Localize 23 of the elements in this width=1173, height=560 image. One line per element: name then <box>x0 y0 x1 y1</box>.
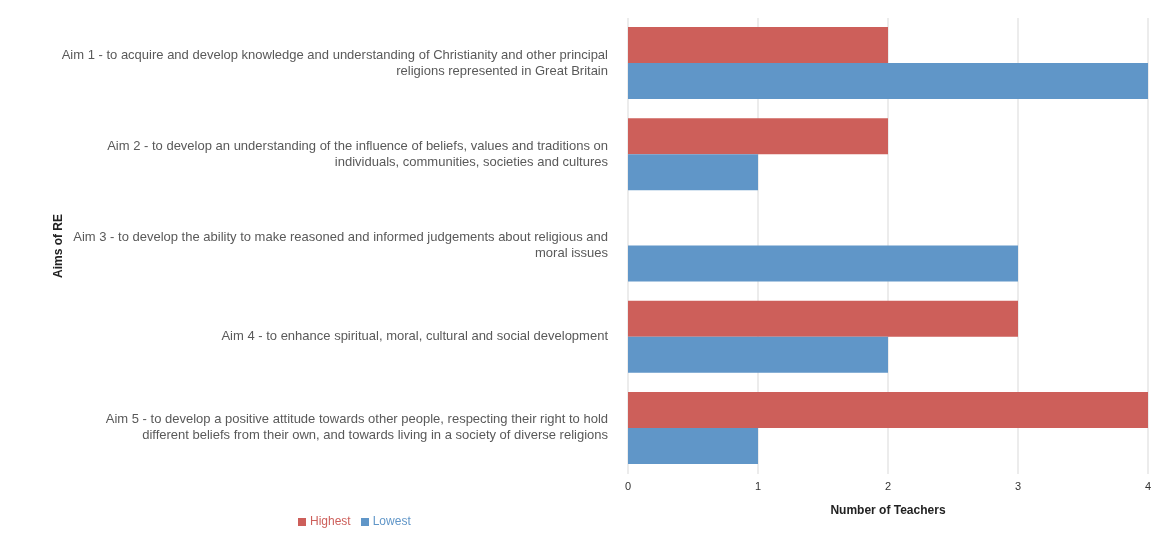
x-tick-label: 2 <box>884 479 892 492</box>
bar <box>628 154 758 191</box>
bar <box>628 300 1018 337</box>
legend-label: Highest <box>310 514 351 528</box>
bar <box>628 391 1148 428</box>
bar <box>628 336 888 373</box>
legend-label: Lowest <box>372 514 411 528</box>
x-axis-title: Number of Teachers <box>830 503 946 517</box>
bar <box>628 27 888 64</box>
y-tick-label: Aim 1 - to acquire and develop knowledge and understanding of Christianity and other principal religions represented in Great Britain <box>61 47 609 79</box>
bar <box>628 63 1148 100</box>
bar <box>628 427 758 464</box>
x-tick-label: 1 <box>754 479 762 492</box>
y-tick-label: Aim 3 - to develop the ability to make reasoned and informed judgements about religious and moral issues <box>73 229 609 261</box>
y-tick-label: Aim 5 - to develop a positive attitude towards other people, respecting their right to hold different beliefs from their own, and towards living in a society of diverse religions <box>105 411 609 443</box>
x-tick-label: 0 <box>624 479 632 492</box>
bar <box>628 118 888 155</box>
x-tick-label: 3 <box>1014 479 1022 492</box>
y-tick-label: Aim 4 - to enhance spiritual, moral, cultural and social development <box>221 328 609 344</box>
y-axis-title: Aims of RE <box>51 213 66 279</box>
bar <box>628 245 1018 282</box>
y-tick-label: Aim 2 - to develop an understanding of the influence of beliefs, values and traditions on individuals, communities, societies and cultures <box>107 138 609 170</box>
x-tick-label: 4 <box>1144 479 1152 492</box>
